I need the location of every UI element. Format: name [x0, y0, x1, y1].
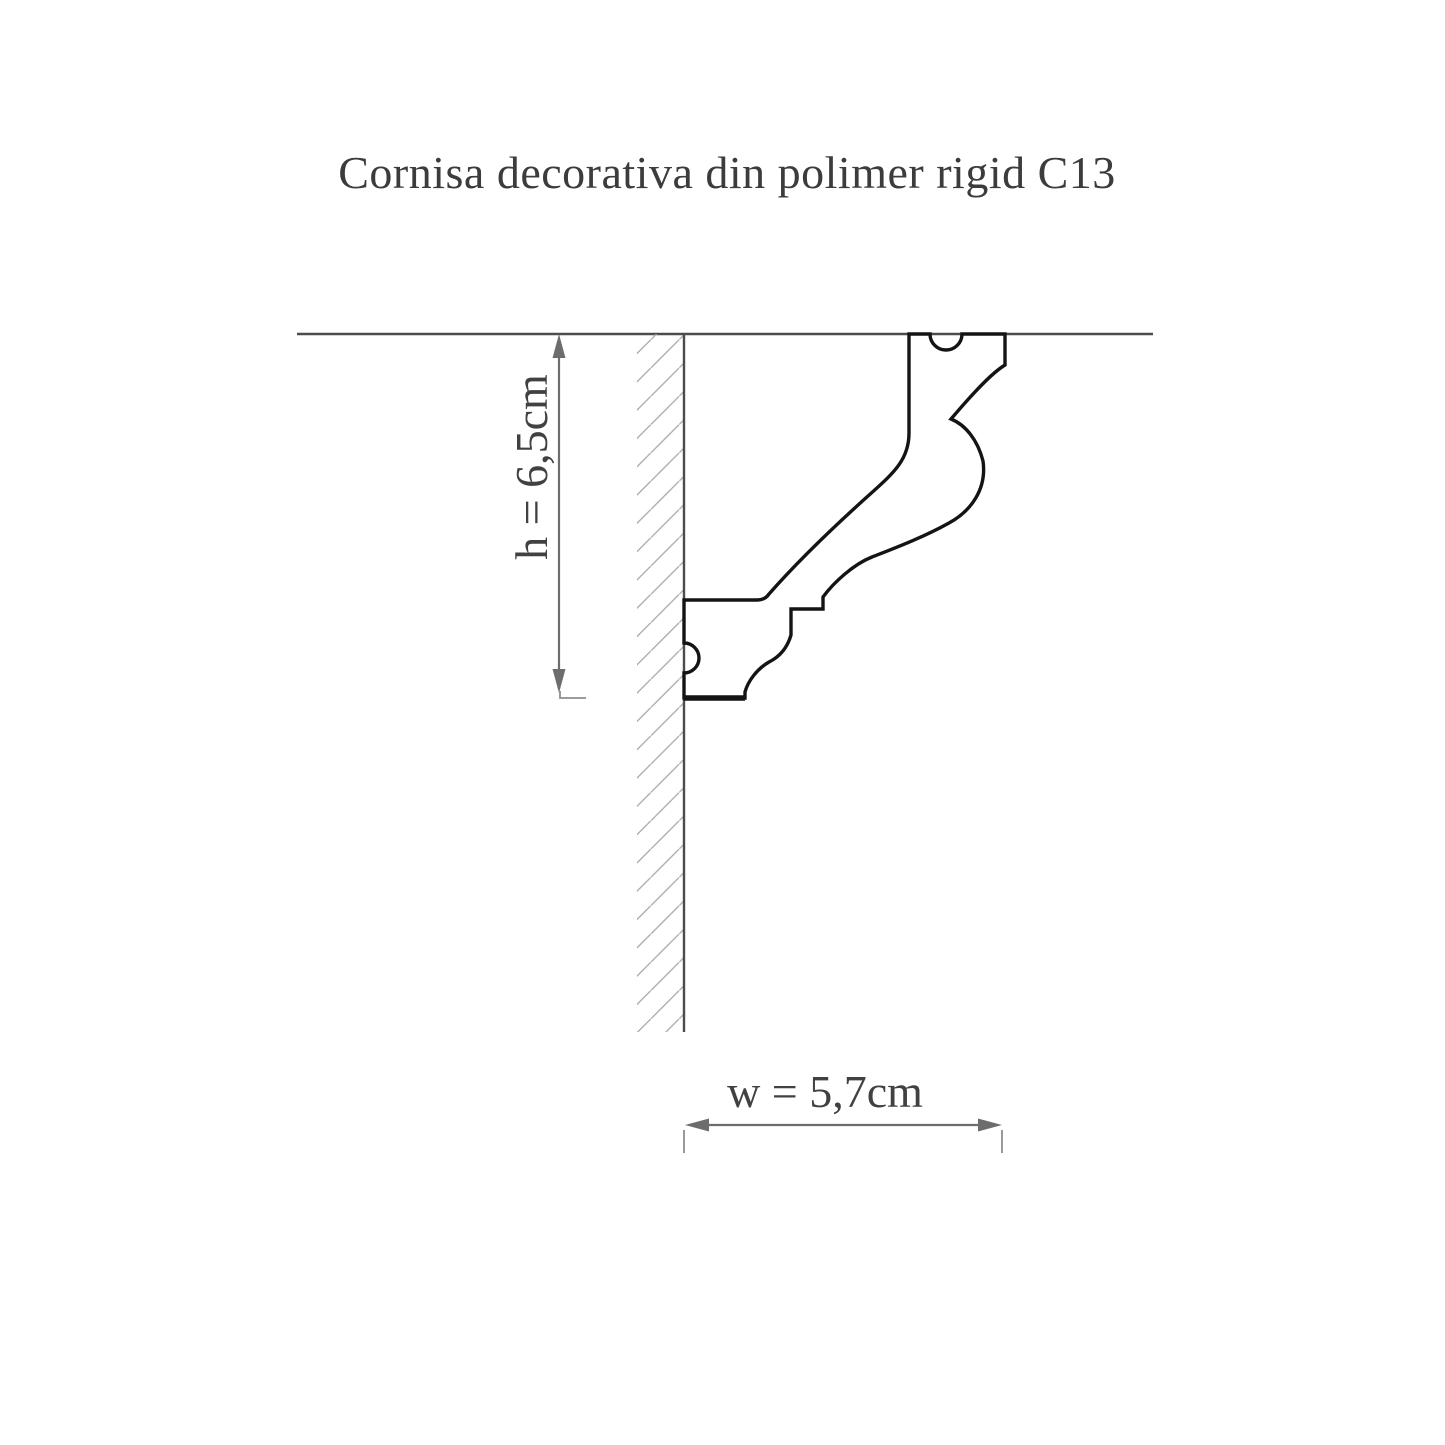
width-dimension-label: w = 5,7cm: [727, 1066, 923, 1117]
arrowhead-down-icon: [552, 669, 566, 693]
arrowhead-left-icon: [685, 1118, 709, 1132]
height-dimension-label: h = 6,5cm: [506, 374, 557, 560]
wall-hatch: [637, 334, 684, 1032]
width-dimension: w = 5,7cm: [683, 1066, 1003, 1153]
cornice-profile: [682, 332, 1007, 700]
page-title: Cornisa decorativa din polimer rigid C13: [338, 147, 1116, 198]
height-extension-tick: [559, 691, 586, 699]
height-dimension: h = 6,5cm: [506, 334, 586, 699]
arrowhead-up-icon: [552, 334, 566, 358]
arrowhead-right-icon: [978, 1118, 1002, 1132]
